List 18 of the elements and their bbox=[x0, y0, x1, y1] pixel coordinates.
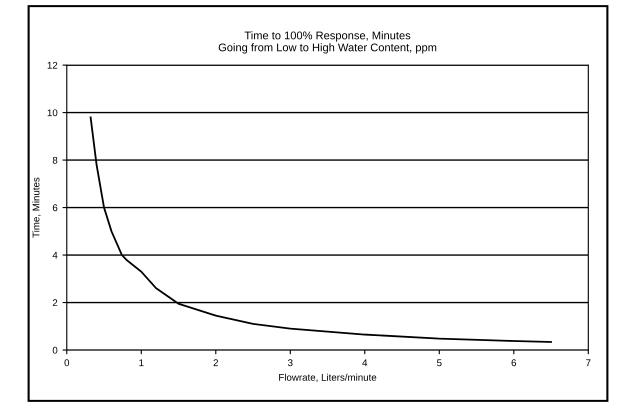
x-tick-label: 2 bbox=[214, 359, 218, 366]
x-tick-label: 4 bbox=[362, 359, 368, 366]
x-tick-label: 0 bbox=[64, 359, 70, 366]
x-tick-label: 6 bbox=[512, 359, 516, 366]
y-tick-label: 4 bbox=[52, 252, 58, 259]
x-axis-title: Flowrate, Liters/minute bbox=[279, 374, 376, 382]
x-tick-label: 1 bbox=[139, 359, 144, 366]
y-tick-label: 10 bbox=[48, 109, 58, 116]
y-tick-label: 0 bbox=[52, 346, 58, 354]
x-tick-label: 5 bbox=[436, 359, 442, 366]
x-tick-label: 7 bbox=[586, 359, 591, 366]
y-tick-label: 6 bbox=[52, 204, 58, 212]
y-tick-label: 8 bbox=[52, 156, 58, 164]
x-tick-label: 3 bbox=[288, 359, 293, 366]
y-tick-label: 12 bbox=[48, 62, 58, 69]
y-tick-label: 2 bbox=[52, 299, 58, 306]
chart-title: Time to 100% Response, Minutes Going from Low to High Water Content, ppm bbox=[218, 31, 436, 54]
y-axis-title: Time, Minutes bbox=[32, 178, 41, 238]
